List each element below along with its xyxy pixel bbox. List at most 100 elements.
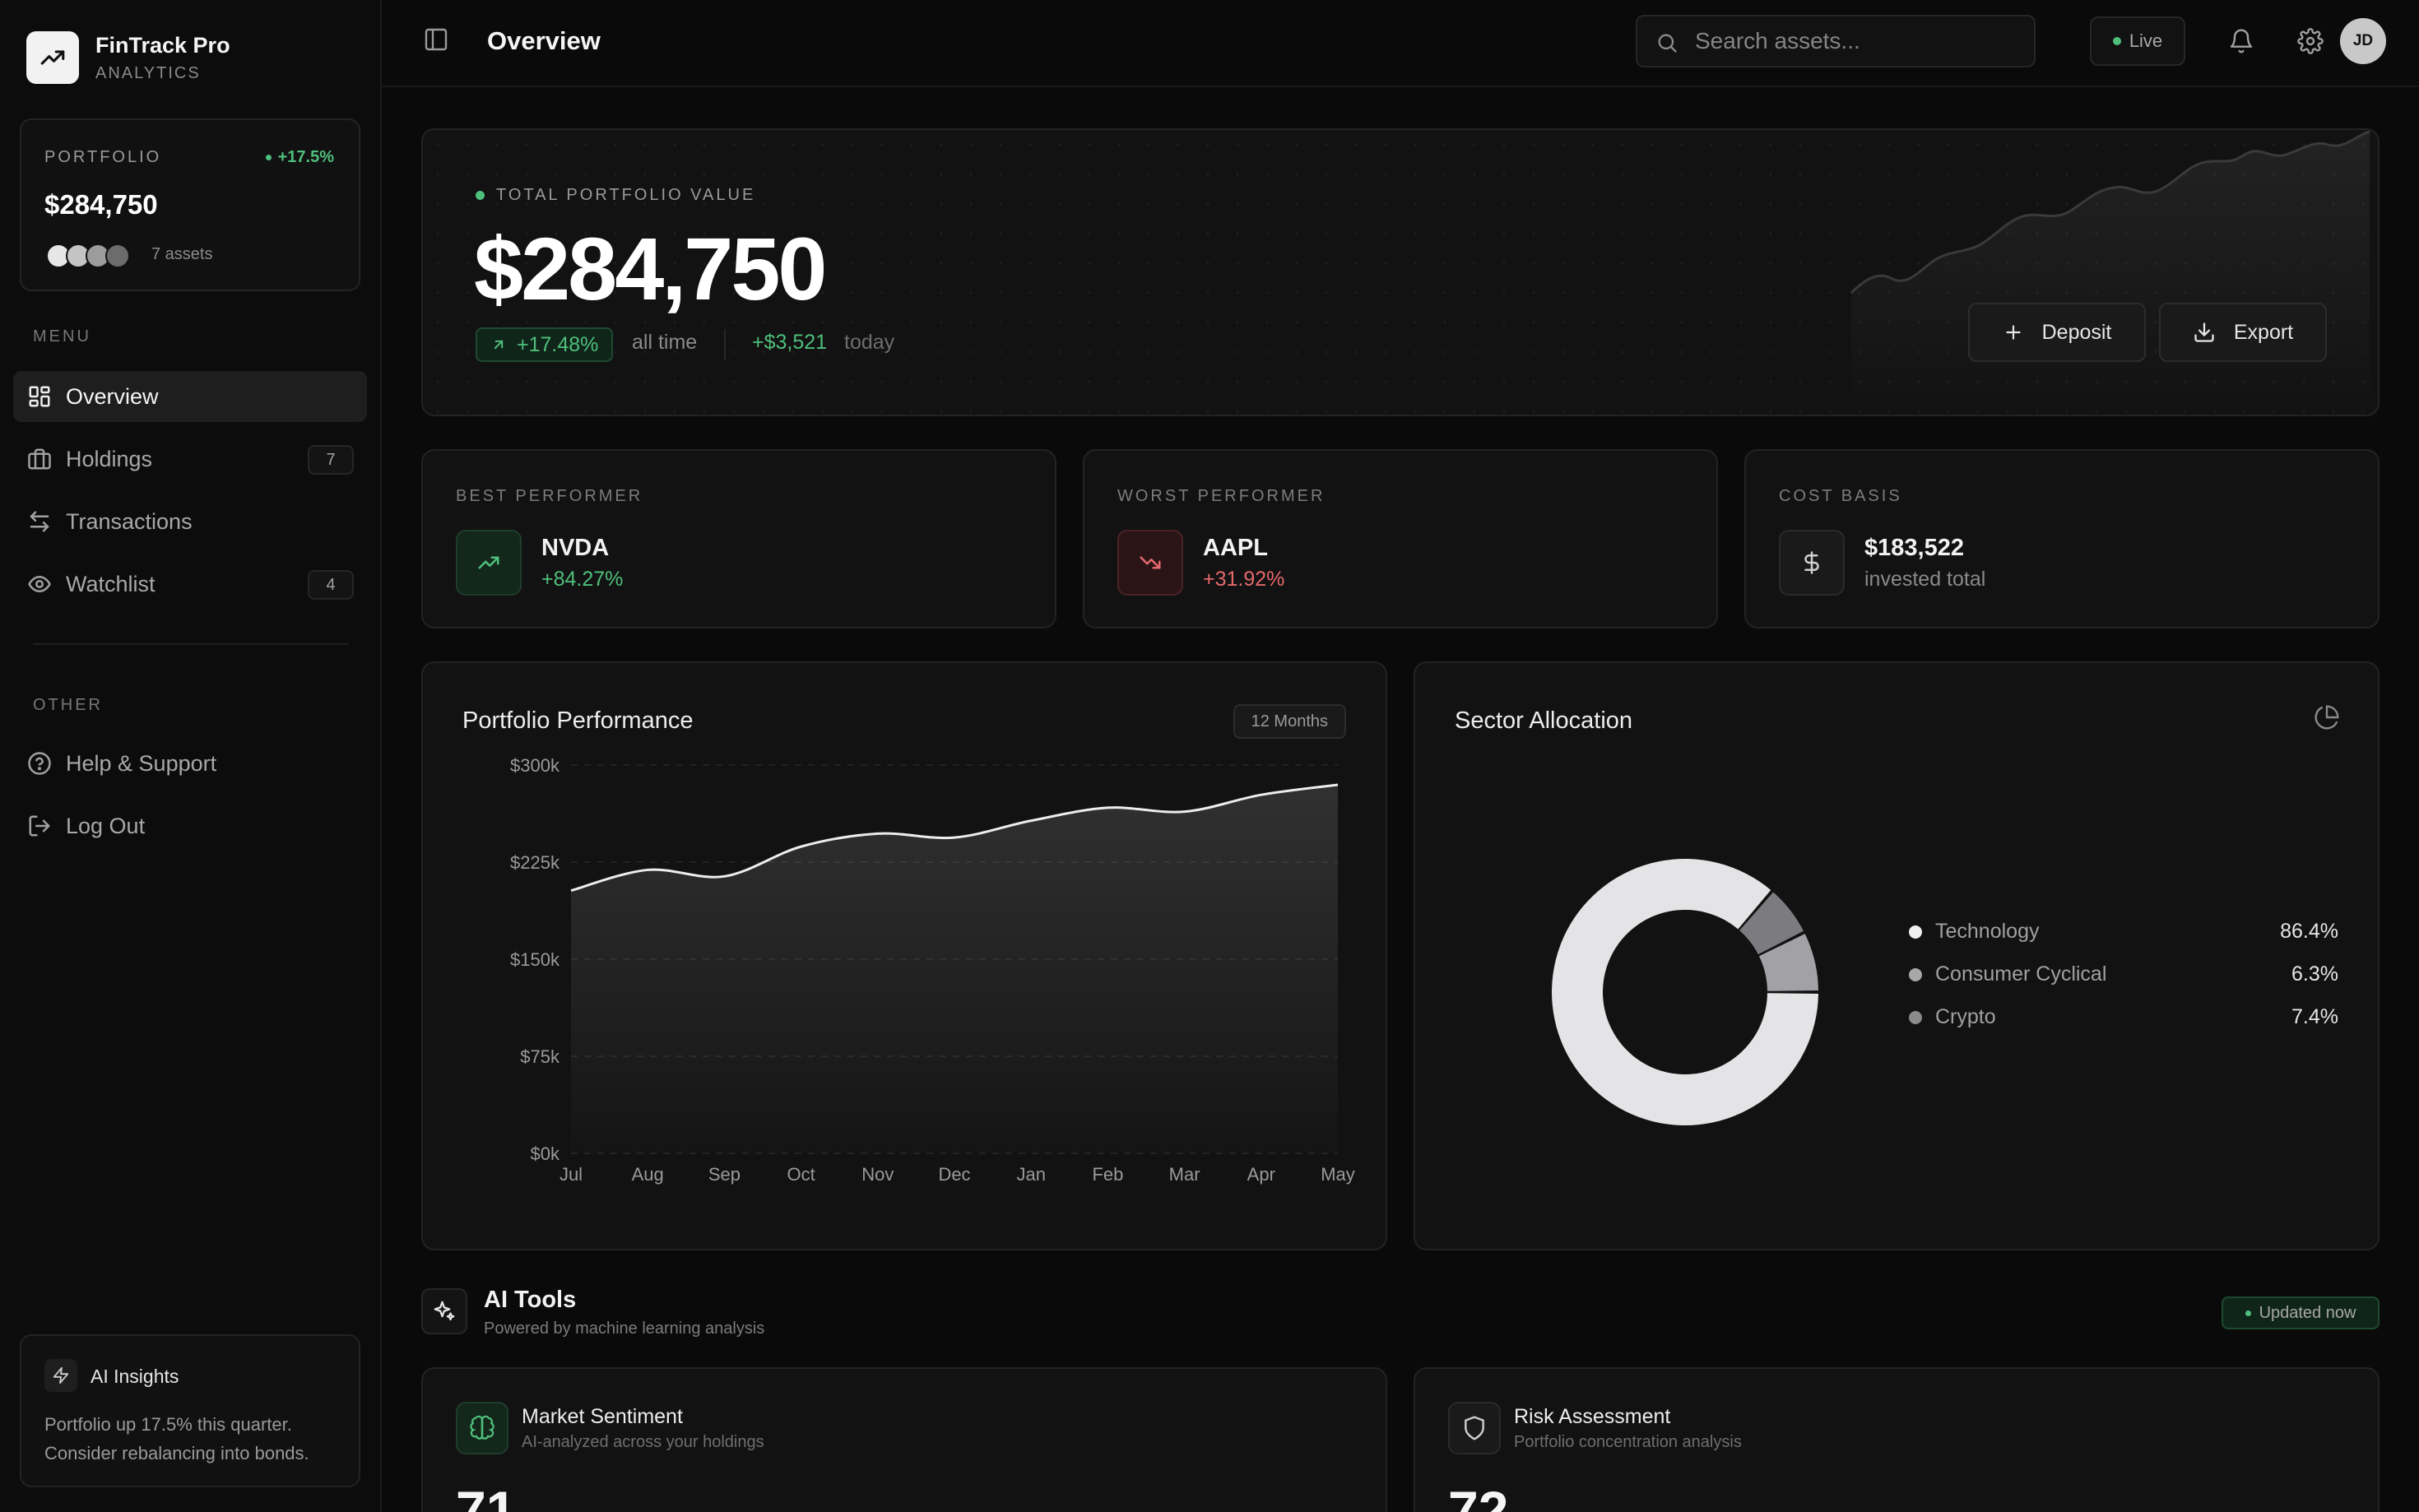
legend-value: 86.4% <box>2280 920 2338 943</box>
legend-text: Consumer Cyclical <box>1935 962 2107 986</box>
range-selector[interactable]: 12 Months <box>1233 704 1346 739</box>
risk-assessment-card[interactable]: Risk Assessment Portfolio concentration … <box>1414 1367 2380 1512</box>
plus-icon <box>2005 325 2021 340</box>
search-icon <box>1658 34 1677 53</box>
cost-basis-card[interactable]: COST BASIS $183,522 invested total <box>1744 449 2380 628</box>
portfolio-value: $284,750 <box>44 189 158 220</box>
tool-title: Market Sentiment <box>522 1405 683 1428</box>
worst-performer-card[interactable]: WORST PERFORMER AAPL +31.92% <box>1083 449 1718 628</box>
app-logo[interactable] <box>26 31 79 84</box>
count-badge: 7 <box>308 445 354 475</box>
stat-label: BEST PERFORMER <box>456 487 643 505</box>
sidebar: FinTrack Pro ANALYTICS PORTFOLIO +17.5% … <box>0 0 382 1512</box>
stat-label: COST BASIS <box>1779 487 1902 505</box>
user-avatar[interactable]: JD <box>2340 18 2386 64</box>
ai-tools-title: AI Tools <box>484 1287 577 1313</box>
data-point <box>1335 782 1340 787</box>
tool-subtitle: Portfolio concentration analysis <box>1514 1433 1742 1451</box>
live-status-button[interactable]: Live <box>2090 16 2185 66</box>
sidebar-item-holdings[interactable]: Holdings 7 <box>13 434 367 485</box>
all-time-change-value: +17.48% <box>517 332 599 356</box>
trending-up-icon <box>40 50 65 65</box>
status-dot <box>2245 1310 2251 1316</box>
search-box[interactable] <box>1636 15 2036 67</box>
data-point <box>875 831 880 836</box>
stat-ticker: AAPL <box>1203 535 1268 561</box>
sidebar-item-logout[interactable]: Log Out <box>13 800 367 851</box>
legend-swatch <box>1909 967 1922 981</box>
stat-ticker: NVDA <box>541 535 610 561</box>
export-button[interactable]: Export <box>2159 303 2327 362</box>
today-label: today <box>844 331 895 354</box>
legend-swatch <box>1909 1010 1922 1024</box>
sidebar-item-help[interactable]: Help & Support <box>13 738 367 789</box>
x-tick-label: Dec <box>938 1164 970 1185</box>
pie-chart-icon[interactable] <box>2314 704 2340 730</box>
arrows-left-right-icon <box>26 508 53 535</box>
stat-value: $183,522 <box>1864 535 1964 561</box>
sidebar-divider <box>33 643 349 645</box>
legend-swatch <box>1909 925 1922 939</box>
tool-title: Risk Assessment <box>1514 1405 1671 1428</box>
total-portfolio-value: $284,750 <box>474 219 827 318</box>
x-tick-label: Apr <box>1247 1164 1275 1185</box>
series-line <box>570 783 1339 893</box>
y-tick-label: $150k <box>510 949 560 970</box>
stat-change: +84.27% <box>541 568 624 591</box>
search-input[interactable] <box>1695 26 2016 56</box>
portfolio-summary-card[interactable]: PORTFOLIO +17.5% $284,750 7 assets <box>20 118 360 291</box>
data-point <box>722 874 727 879</box>
briefcase-icon <box>26 446 53 472</box>
portfolio-value-card: TOTAL PORTFOLIO VALUE $284,750 +17.48% a… <box>421 128 2380 416</box>
sidebar-item-label: Log Out <box>66 813 146 838</box>
legend-value: 7.4% <box>2291 1005 2338 1028</box>
donut-slice[interactable] <box>1739 892 1804 955</box>
legend-label: Technology <box>1909 920 2039 944</box>
menu-section-label: MENU <box>33 327 91 346</box>
settings-button[interactable] <box>2294 25 2327 58</box>
donut-slice[interactable] <box>1758 934 1818 991</box>
logout-icon <box>26 813 53 839</box>
ai-insights-card[interactable]: AI Insights Portfolio up 17.5% this quar… <box>20 1334 360 1487</box>
total-value-label-text: TOTAL PORTFOLIO VALUE <box>496 186 756 204</box>
data-point <box>1182 809 1187 814</box>
updated-label: Updated now <box>2259 1303 2356 1322</box>
notifications-button[interactable] <box>2225 25 2258 58</box>
sidebar-toggle-button[interactable] <box>423 26 456 59</box>
donut-slice[interactable] <box>1552 859 1818 1125</box>
sidebar-item-label: Help & Support <box>66 750 217 776</box>
sidebar-item-watchlist[interactable]: Watchlist 4 <box>13 559 367 610</box>
sidebar-item-label: Holdings <box>66 446 153 471</box>
sidebar-item-overview[interactable]: Overview <box>13 371 367 422</box>
live-label: Live <box>2129 30 2163 51</box>
updated-badge: Updated now <box>2222 1296 2380 1329</box>
asset-avatar <box>105 243 130 268</box>
best-performer-card[interactable]: BEST PERFORMER NVDA +84.27% <box>421 449 1056 628</box>
sparkles-icon <box>421 1288 467 1334</box>
ai-insights-text: Portfolio up 17.5% this quarter. Conside… <box>44 1414 309 1463</box>
area-fill <box>571 784 1338 1153</box>
x-tick-label: Oct <box>787 1164 815 1185</box>
deposit-button[interactable]: Deposit <box>1968 303 2146 362</box>
other-section-label: OTHER <box>33 696 103 714</box>
export-label: Export <box>2233 320 2294 344</box>
portfolio-change: +17.5% <box>265 148 334 167</box>
asset-avatars <box>46 243 153 268</box>
x-tick-label: Sep <box>708 1164 741 1185</box>
risk-score: 72 <box>1448 1480 1509 1512</box>
ai-tools-subtitle: Powered by machine learning analysis <box>484 1320 765 1338</box>
stat-label: WORST PERFORMER <box>1117 487 1326 505</box>
y-tick-label: $225k <box>510 852 560 873</box>
stat-change: +31.92% <box>1203 568 1285 591</box>
stat-caption: invested total <box>1864 568 1986 591</box>
x-tick-label: Feb <box>1092 1164 1123 1185</box>
app-subtitle: ANALYTICS <box>95 64 201 82</box>
sidebar-item-transactions[interactable]: Transactions <box>13 496 367 547</box>
tool-subtitle: AI-analyzed across your holdings <box>522 1433 764 1451</box>
all-time-label: all time <box>632 331 698 354</box>
market-sentiment-card[interactable]: Market Sentiment AI-analyzed across your… <box>421 1367 1387 1512</box>
sidebar-item-label: Transactions <box>66 508 193 534</box>
chart-title: Sector Allocation <box>1455 707 1633 734</box>
legend-text: Crypto <box>1935 1005 1996 1028</box>
bell-icon <box>2230 29 2253 53</box>
